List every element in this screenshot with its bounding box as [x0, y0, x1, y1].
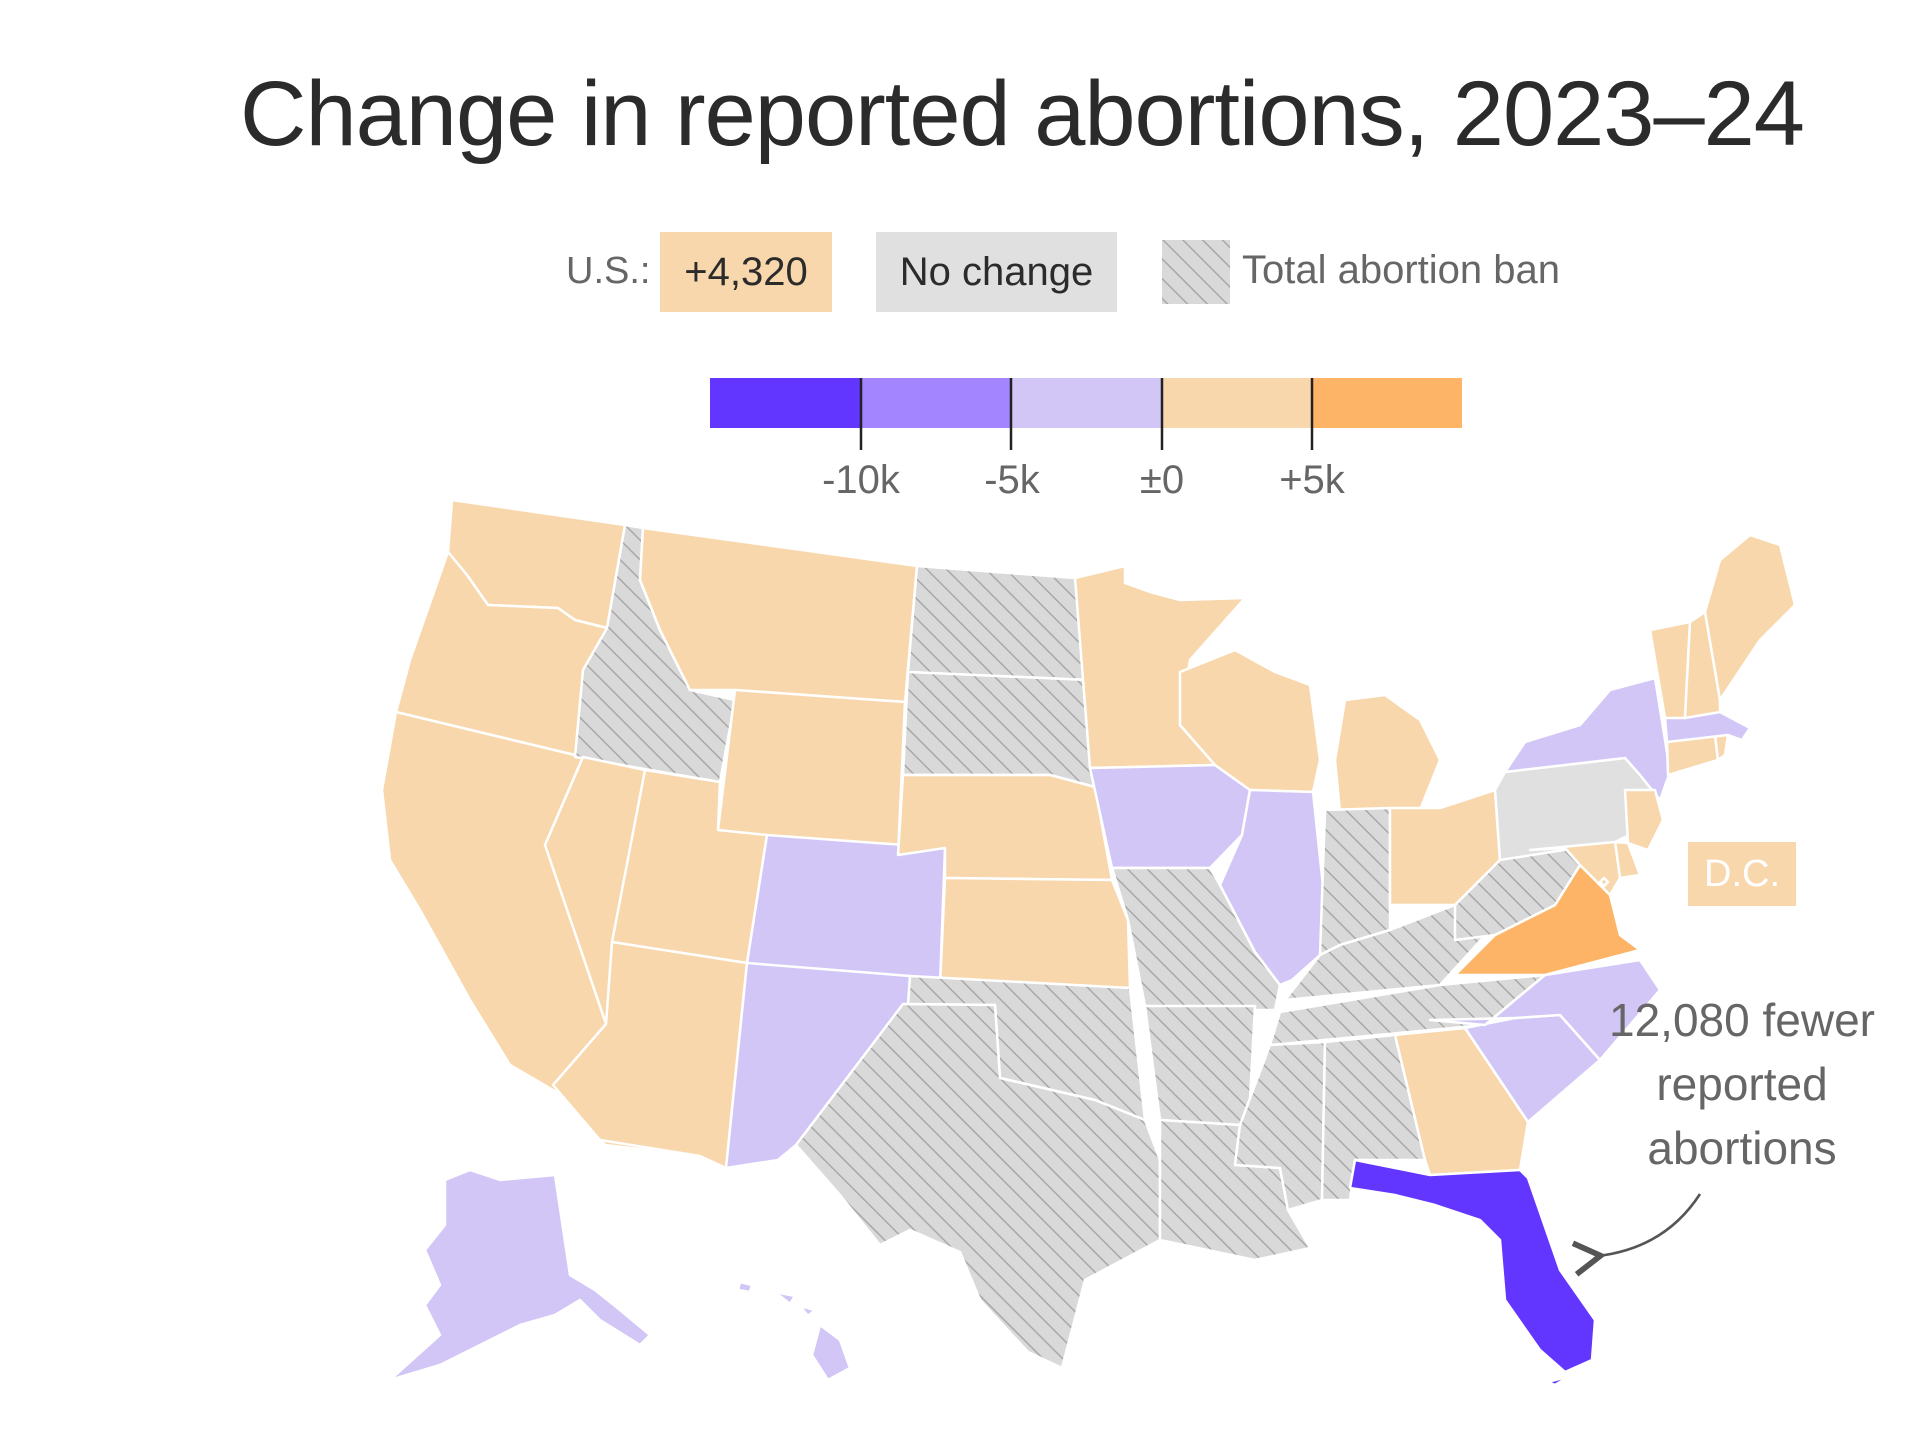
chart-title: Change in reported abortions, 2023–24: [240, 63, 1805, 165]
us-label: U.S.:: [566, 250, 651, 292]
state-iowa: [1088, 763, 1252, 870]
state-wyoming: [716, 688, 907, 857]
state-alaska: [388, 1168, 652, 1382]
state-michigan: [1333, 693, 1442, 814]
tick-label-minus-5k: -5k: [984, 458, 1040, 502]
scale-bin-5: [1312, 378, 1462, 428]
annotation-line-3: abortions: [1647, 1122, 1837, 1174]
state-north-dakota: [906, 564, 1090, 682]
ban-legend-label: Total abortion ban: [1242, 248, 1561, 292]
florida-annotation: 12,080 fewer reported abortions: [1572, 988, 1912, 1180]
state-new-hampshire: [1683, 610, 1722, 720]
state-texas: [794, 1002, 1162, 1370]
state-maine: [1703, 533, 1797, 702]
us-total-badge: +4,320: [660, 232, 832, 312]
scale-bin-3: [1011, 378, 1161, 428]
state-rhode-island: [1713, 733, 1730, 762]
state-new-york: [1503, 676, 1672, 802]
state-colorado: [745, 833, 947, 987]
scale-bin-4: [1161, 378, 1312, 428]
state-missouri: [1110, 866, 1282, 1012]
state-kansas: [938, 876, 1132, 990]
no-change-legend: No change: [876, 232, 1117, 312]
state-district-of-columbia: [1598, 876, 1610, 888]
annotation-line-1: 12,080 fewer: [1609, 994, 1875, 1046]
state-hawaii: [736, 1280, 852, 1382]
state-arkansas: [1143, 1004, 1257, 1127]
annotation-line-2: reported: [1656, 1058, 1828, 1110]
dc-badge: D.C.: [1688, 842, 1796, 906]
state-florida: [1348, 1158, 1597, 1387]
tick-label-plus-5k: +5k: [1279, 458, 1345, 502]
state-maryland: [1528, 840, 1622, 897]
state-wisconsin: [1178, 648, 1322, 794]
color-scale: [710, 378, 1462, 450]
ban-hatch-swatch: [1162, 240, 1230, 304]
state-north-carolina: [1428, 958, 1662, 1062]
scale-bin-2: [860, 378, 1011, 428]
state-south-dakota: [901, 670, 1097, 789]
annotation-arrow: [1598, 1193, 1702, 1256]
tick-label-minus-10k: -10k: [822, 458, 900, 502]
tick-label-zero: ±0: [1139, 458, 1185, 502]
state-new-jersey: [1623, 788, 1665, 852]
scale-bin-1: [710, 378, 860, 428]
state-illinois: [1218, 788, 1327, 987]
